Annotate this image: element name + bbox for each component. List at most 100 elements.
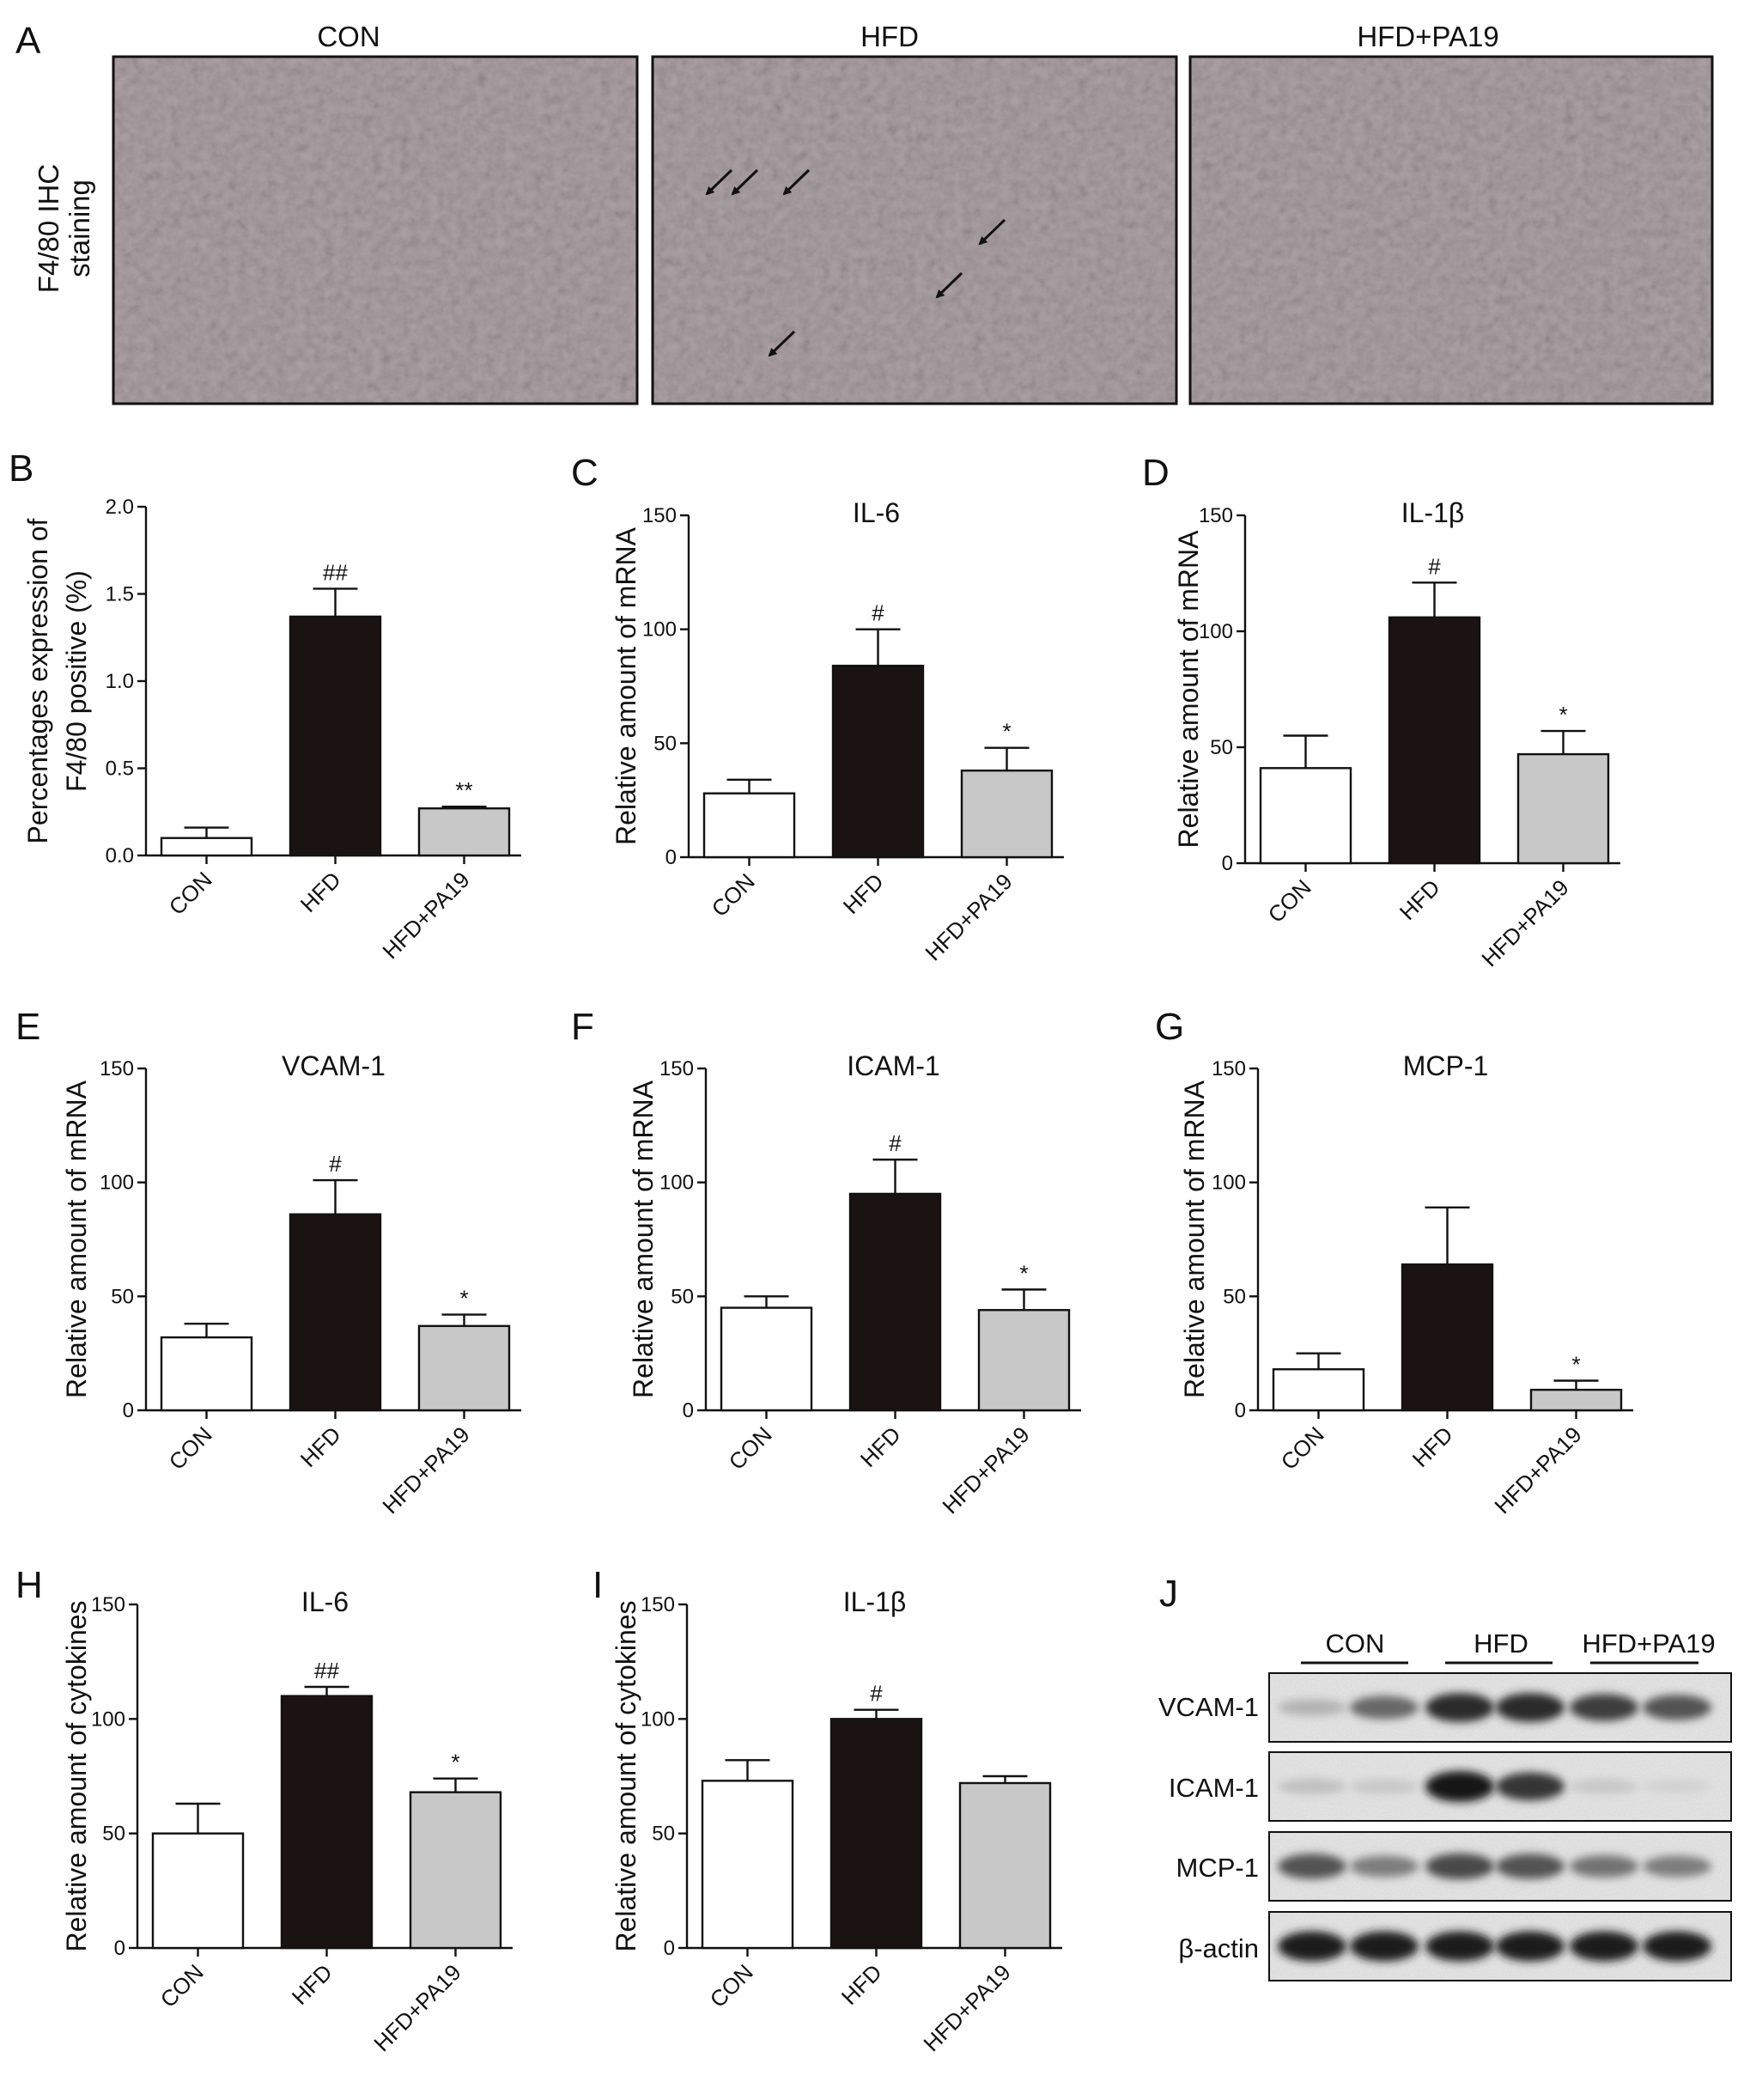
y-tick-label: 0.0 bbox=[106, 844, 134, 867]
arrow-icon bbox=[705, 168, 733, 196]
panel-letter-j: J bbox=[1159, 1573, 1178, 1615]
bar-hfd bbox=[1388, 616, 1481, 865]
panel-letter-e: E bbox=[15, 1006, 40, 1048]
panel-letter-h: H bbox=[15, 1564, 43, 1606]
y-tick-label: 1.0 bbox=[106, 670, 134, 693]
bar-hfd bbox=[829, 1718, 923, 1950]
panel-j: J CON HFD HFD+PA19 VCAM-1 ICAM-1 MCP-1 β… bbox=[1158, 1573, 1732, 1981]
x-category-label: HFD bbox=[855, 1421, 906, 1472]
x-category-label: CON bbox=[1276, 1421, 1329, 1475]
significance-label: # bbox=[870, 1681, 883, 1707]
chart-panel-h: H IL-6 Relative amount of cytokines 0 50 100 1… bbox=[15, 1564, 513, 2056]
y-tick-label: 150 bbox=[642, 504, 677, 527]
wb-row-mcp-1 bbox=[1268, 1831, 1732, 1902]
significance-label: # bbox=[1428, 553, 1441, 579]
wb-row-label-beta-actin: β-actin bbox=[1178, 1933, 1259, 1963]
y-tick-label: 0 bbox=[114, 1937, 125, 1960]
arrow-icon bbox=[935, 271, 963, 299]
significance-label: ** bbox=[455, 777, 472, 803]
wb-row-icam-1 bbox=[1268, 1751, 1732, 1822]
ihc-row-label-line2: staining bbox=[64, 180, 95, 277]
x-category-label: HFD+PA19 bbox=[377, 867, 474, 964]
y-tick-label: 100 bbox=[1212, 1172, 1246, 1195]
chart-title: ICAM-1 bbox=[847, 1050, 939, 1081]
bar-con bbox=[1272, 1368, 1365, 1412]
panel-letter-f: F bbox=[571, 1006, 594, 1048]
wb-row-label-icam1: ICAM-1 bbox=[1169, 1773, 1259, 1803]
y-tick-label: 150 bbox=[1212, 1057, 1246, 1080]
bar-con bbox=[160, 1336, 253, 1412]
wb-group-hfd: HFD bbox=[1474, 1628, 1528, 1659]
y-axis-label: Relative amount of mRNA bbox=[611, 527, 641, 845]
y-axis-label: Relative amount of cytokines bbox=[61, 1600, 92, 1951]
ihc-image-hfd-pa19 bbox=[1188, 55, 1714, 405]
y-axis-label: Relative amount of mRNA bbox=[61, 1080, 92, 1398]
x-category-label: HFD bbox=[295, 867, 346, 917]
wb-group-con: CON bbox=[1326, 1628, 1385, 1659]
wb-band bbox=[1350, 1779, 1419, 1794]
chart-panel-b: B Percentages expression of F4/80 positive… bbox=[9, 447, 521, 964]
wb-band bbox=[1570, 1854, 1638, 1878]
wb-band bbox=[1425, 1853, 1494, 1880]
wb-band bbox=[1496, 1772, 1565, 1801]
wb-band bbox=[1643, 1695, 1711, 1720]
y-tick-label: 50 bbox=[111, 1285, 134, 1308]
x-category-label: HFD+PA19 bbox=[937, 1421, 1034, 1519]
wb-band bbox=[1425, 1693, 1494, 1722]
wb-band bbox=[1643, 1855, 1711, 1878]
bar-hfd-pa19 bbox=[409, 1791, 502, 1950]
chart-panel-d: D IL-1β Relative amount of mRNA 0 50 100 150 CO… bbox=[1142, 452, 1620, 971]
panel-a: A F4/80 IHC staining CON HFD HFD+PA19 bbox=[15, 20, 1714, 405]
y-tick-label: 50 bbox=[102, 1823, 125, 1846]
bar-hfd bbox=[848, 1192, 942, 1412]
arrow-icon bbox=[782, 168, 811, 196]
y-tick-label: 100 bbox=[1199, 620, 1233, 643]
x-category-label: CON bbox=[1263, 874, 1316, 928]
wb-band bbox=[1425, 1771, 1494, 1802]
wb-band bbox=[1278, 1931, 1346, 1962]
x-category-label: CON bbox=[724, 1421, 777, 1475]
significance-label: # bbox=[329, 1151, 342, 1177]
panel-letter-a: A bbox=[15, 20, 41, 62]
x-category-label: HFD bbox=[1395, 874, 1445, 925]
wb-row--actin bbox=[1268, 1911, 1732, 1981]
y-tick-label: 50 bbox=[653, 732, 677, 755]
bar-con bbox=[720, 1306, 813, 1412]
y-axis-label: Relative amount of cytokines bbox=[611, 1600, 641, 1951]
chart-title: IL-6 bbox=[301, 1586, 349, 1617]
y-axis-label: Percentages expression of bbox=[22, 518, 53, 843]
significance-label: * bbox=[1019, 1260, 1028, 1286]
chart-title: VCAM-1 bbox=[282, 1050, 386, 1081]
significance-label: ## bbox=[314, 1658, 339, 1683]
wb-row-frame bbox=[1268, 1911, 1732, 1981]
bar-hfd bbox=[289, 1213, 382, 1412]
x-category-label: HFD+PA19 bbox=[377, 1421, 474, 1519]
x-category-label: HFD bbox=[287, 1959, 337, 2010]
wb-row-label-mcp1: MCP-1 bbox=[1176, 1853, 1259, 1883]
significance-label: ## bbox=[323, 559, 348, 585]
y-tick-label: 100 bbox=[100, 1172, 134, 1195]
x-category-label: CON bbox=[705, 1959, 758, 2012]
wb-band bbox=[1350, 1931, 1419, 1962]
wb-band bbox=[1278, 1779, 1346, 1794]
y-tick-label: 0 bbox=[665, 846, 677, 869]
significance-label: * bbox=[451, 1750, 459, 1775]
y-tick-label: 100 bbox=[642, 618, 677, 642]
chart-panel-f: F ICAM-1 Relative amount of mRNA 0 50 100 150 C… bbox=[571, 1006, 1081, 1519]
western-blot bbox=[1268, 1672, 1732, 1981]
y-tick-label: 0 bbox=[1235, 1399, 1246, 1422]
bar-hfd-pa19 bbox=[1529, 1388, 1623, 1412]
y-tick-label: 150 bbox=[659, 1057, 694, 1080]
bar-con bbox=[151, 1832, 245, 1950]
x-category-label: HFD bbox=[838, 868, 889, 919]
wb-band bbox=[1643, 1931, 1711, 1962]
y-tick-label: 100 bbox=[91, 1707, 125, 1731]
bar-hfd-pa19 bbox=[960, 769, 1054, 859]
y-axis-label: Relative amount of mRNA bbox=[1173, 530, 1204, 849]
bar-con bbox=[160, 837, 253, 857]
arrow-icon bbox=[978, 218, 1006, 246]
x-category-label: CON bbox=[164, 1421, 217, 1475]
bar-hfd-pa19 bbox=[1516, 752, 1610, 865]
chart-panel-c: C IL-6 Relative amount of mRNA 0 50 100 150 CON… bbox=[571, 452, 1064, 965]
